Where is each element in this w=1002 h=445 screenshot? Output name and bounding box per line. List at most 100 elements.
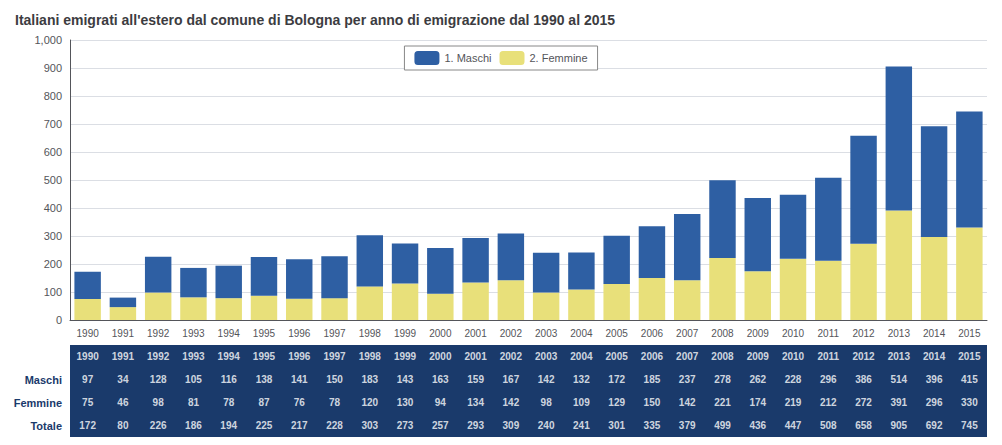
svg-text:75: 75 <box>82 397 94 408</box>
svg-text:228: 228 <box>785 374 802 385</box>
svg-text:183: 183 <box>361 374 378 385</box>
svg-text:262: 262 <box>749 374 766 385</box>
svg-text:87: 87 <box>258 397 270 408</box>
svg-text:1993: 1993 <box>182 351 205 362</box>
svg-text:301: 301 <box>608 420 625 431</box>
svg-text:415: 415 <box>961 374 978 385</box>
svg-text:221: 221 <box>714 397 731 408</box>
svg-text:174: 174 <box>749 397 766 408</box>
svg-text:94: 94 <box>435 397 447 408</box>
svg-text:142: 142 <box>503 397 520 408</box>
svg-text:225: 225 <box>256 420 273 431</box>
svg-text:80: 80 <box>117 420 129 431</box>
svg-text:159: 159 <box>467 374 484 385</box>
svg-text:436: 436 <box>749 420 766 431</box>
svg-text:278: 278 <box>714 374 731 385</box>
svg-text:2007: 2007 <box>676 351 699 362</box>
svg-text:98: 98 <box>153 397 165 408</box>
svg-text:447: 447 <box>785 420 802 431</box>
svg-text:293: 293 <box>467 420 484 431</box>
svg-text:2004: 2004 <box>570 351 593 362</box>
svg-text:Totale: Totale <box>30 420 62 432</box>
svg-text:109: 109 <box>573 397 590 408</box>
svg-text:120: 120 <box>361 397 378 408</box>
svg-text:Maschi: Maschi <box>25 374 62 386</box>
svg-text:100: 100 <box>44 286 62 298</box>
svg-text:2002: 2002 <box>500 328 523 339</box>
svg-text:186: 186 <box>185 420 202 431</box>
svg-text:1. Maschi: 1. Maschi <box>444 52 491 64</box>
svg-text:172: 172 <box>79 420 96 431</box>
svg-text:Femmine: Femmine <box>14 397 62 409</box>
svg-text:240: 240 <box>538 420 555 431</box>
svg-text:800: 800 <box>44 90 62 102</box>
svg-text:185: 185 <box>644 374 661 385</box>
svg-text:2008: 2008 <box>711 351 734 362</box>
svg-text:1996: 1996 <box>288 328 311 339</box>
svg-text:167: 167 <box>503 374 520 385</box>
svg-text:2001: 2001 <box>464 328 487 339</box>
svg-text:500: 500 <box>44 174 62 186</box>
svg-text:335: 335 <box>644 420 661 431</box>
svg-text:1996: 1996 <box>288 351 311 362</box>
svg-text:217: 217 <box>291 420 308 431</box>
svg-text:1993: 1993 <box>182 328 205 339</box>
svg-text:396: 396 <box>926 374 943 385</box>
svg-text:303: 303 <box>361 420 378 431</box>
svg-text:226: 226 <box>150 420 167 431</box>
svg-text:1999: 1999 <box>394 351 417 362</box>
svg-text:386: 386 <box>855 374 872 385</box>
svg-text:508: 508 <box>820 420 837 431</box>
svg-text:2014: 2014 <box>923 351 946 362</box>
svg-text:Italiani emigrati all'estero d: Italiani emigrati all'estero dal comune … <box>15 12 615 28</box>
svg-text:257: 257 <box>432 420 449 431</box>
svg-text:2000: 2000 <box>429 351 452 362</box>
svg-text:130: 130 <box>397 397 414 408</box>
svg-text:2006: 2006 <box>641 351 664 362</box>
svg-text:2009: 2009 <box>747 328 770 339</box>
svg-text:134: 134 <box>467 397 484 408</box>
svg-text:81: 81 <box>188 397 200 408</box>
svg-text:34: 34 <box>117 374 129 385</box>
svg-text:237: 237 <box>679 374 696 385</box>
svg-text:241: 241 <box>573 420 590 431</box>
svg-text:2011: 2011 <box>818 328 840 339</box>
svg-text:172: 172 <box>608 374 625 385</box>
svg-text:1995: 1995 <box>253 328 276 339</box>
svg-text:219: 219 <box>785 397 802 408</box>
svg-text:228: 228 <box>326 420 343 431</box>
svg-text:78: 78 <box>223 397 235 408</box>
svg-text:700: 700 <box>44 118 62 130</box>
svg-text:2. Femmine: 2. Femmine <box>530 52 588 64</box>
svg-text:499: 499 <box>714 420 731 431</box>
svg-text:128: 128 <box>150 374 167 385</box>
svg-text:2014: 2014 <box>923 328 946 339</box>
svg-text:1997: 1997 <box>323 351 346 362</box>
svg-text:105: 105 <box>185 374 202 385</box>
svg-text:132: 132 <box>573 374 590 385</box>
svg-text:1990: 1990 <box>77 328 100 339</box>
svg-text:692: 692 <box>926 420 943 431</box>
svg-text:2010: 2010 <box>782 351 805 362</box>
svg-text:600: 600 <box>44 146 62 158</box>
svg-text:400: 400 <box>44 202 62 214</box>
svg-text:391: 391 <box>890 397 907 408</box>
svg-text:1999: 1999 <box>394 328 417 339</box>
svg-text:46: 46 <box>117 397 129 408</box>
svg-text:1994: 1994 <box>218 351 241 362</box>
svg-text:2010: 2010 <box>782 328 805 339</box>
svg-text:514: 514 <box>890 374 907 385</box>
svg-text:2000: 2000 <box>429 328 452 339</box>
svg-text:2013: 2013 <box>888 351 911 362</box>
svg-text:2011: 2011 <box>817 351 839 362</box>
svg-text:2003: 2003 <box>535 328 558 339</box>
svg-text:150: 150 <box>644 397 661 408</box>
svg-text:141: 141 <box>291 374 308 385</box>
svg-text:900: 900 <box>44 62 62 74</box>
svg-text:78: 78 <box>329 397 341 408</box>
svg-text:1998: 1998 <box>359 328 382 339</box>
svg-text:138: 138 <box>256 374 273 385</box>
svg-text:1992: 1992 <box>147 328 170 339</box>
svg-text:330: 330 <box>961 397 978 408</box>
svg-text:2012: 2012 <box>852 328 875 339</box>
